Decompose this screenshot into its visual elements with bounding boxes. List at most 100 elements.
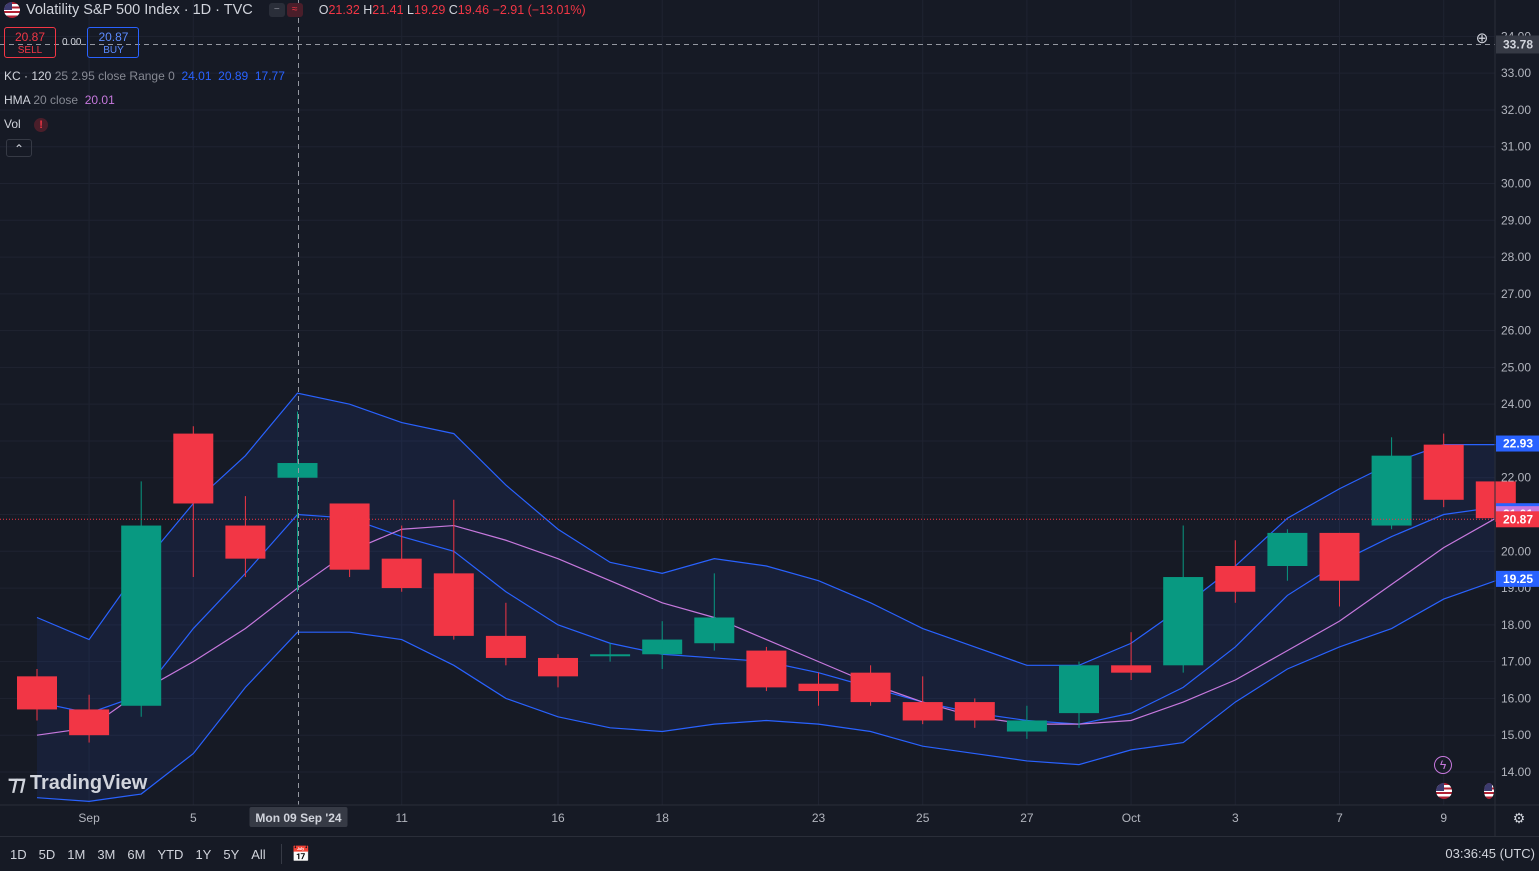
toolbar-divider [280, 844, 282, 864]
price-tick-label: 31.00 [1501, 140, 1531, 154]
candle-body[interactable] [433, 573, 474, 636]
range-all[interactable]: All [251, 846, 266, 862]
hma-params: 20 close [33, 93, 79, 107]
time-tick-label: 5 [190, 811, 197, 825]
candle-body[interactable] [1111, 665, 1152, 673]
candle-body[interactable] [1319, 532, 1360, 581]
vol-name: Vol [4, 117, 21, 131]
axis-badge-bg [1496, 511, 1539, 528]
kc-middle-value: 20.89 [218, 69, 249, 83]
bottom-toolbar: 1D 5D 1M 3M 6M YTD 1Y 5Y All 📅 03:36:45 (UTC) [0, 836, 1539, 871]
indicator-hma[interactable]: HMA 20 close 20.01 [4, 93, 115, 107]
legend-toggle[interactable]: − ≈ [268, 3, 303, 17]
time-tick-label: 11 [395, 811, 408, 825]
axis-badge-bg [1496, 570, 1539, 587]
candle-body[interactable] [746, 650, 787, 688]
axis-badge-label: 20.87 [1503, 512, 1533, 526]
candle-body[interactable] [902, 702, 943, 721]
us-flag-event-icon[interactable] [1434, 781, 1454, 801]
candle-body[interactable] [1371, 455, 1412, 526]
candle-body[interactable] [1006, 720, 1047, 732]
add-alert-plus-icon[interactable]: ⊕ [1475, 30, 1489, 47]
minus-icon[interactable]: − [268, 3, 285, 17]
candle-body[interactable] [850, 672, 891, 703]
kc-params: 25 2.95 close Range 0 [54, 69, 175, 83]
candle-body[interactable] [1267, 532, 1308, 567]
candle-body[interactable] [1059, 665, 1099, 714]
us-flag-event-icon-2[interactable] [1484, 781, 1494, 801]
symbol-title[interactable]: Volatility S&P 500 Index · 1D · TVC [26, 2, 253, 18]
tradingview-logo[interactable]: ⁊⁊ TradingView [8, 771, 147, 796]
collapse-legend-button[interactable]: ⌃ [6, 139, 32, 157]
buy-label: BUY [103, 45, 124, 56]
candle-body[interactable] [17, 676, 57, 710]
ohlc-value-c: 19.46 [457, 3, 490, 17]
kc-upper-line [36, 392, 1496, 666]
candle-body[interactable] [642, 639, 683, 655]
candle-body[interactable] [798, 683, 839, 692]
utc-clock[interactable]: 03:36:45 (UTC) [1445, 846, 1535, 861]
price-tick-label: 18.00 [1501, 618, 1531, 632]
time-tick-label: Sep [78, 811, 100, 825]
hma-name: HMA [4, 93, 31, 107]
candle-body[interactable] [485, 635, 526, 658]
range-1y[interactable]: 1Y [195, 846, 212, 862]
range-1m[interactable]: 1M [67, 846, 86, 862]
range-5y[interactable]: 5Y [223, 846, 240, 862]
time-tick-label: 23 [812, 811, 826, 825]
candle-body[interactable] [173, 433, 214, 504]
candle-body[interactable] [538, 657, 578, 677]
range-6m[interactable]: 6M [127, 846, 146, 862]
sell-price: 20.87 [14, 30, 46, 44]
candle-body[interactable] [329, 503, 370, 570]
kc-lower-line [36, 580, 1496, 802]
kc-lower-value: 17.77 [254, 69, 285, 83]
crosshair-price-label: 33.78 [1503, 37, 1533, 51]
price-tick-label: 15.00 [1501, 728, 1531, 742]
tradingview-mark-icon: ⁊⁊ [8, 773, 26, 795]
price-chart[interactable]: 14.0015.0016.0017.0018.0019.0020.0021.00… [0, 0, 1539, 836]
range-ytd[interactable]: YTD [157, 846, 184, 862]
buy-button[interactable]: 20.87 BUY [87, 27, 140, 58]
indicator-vol[interactable]: Vol ! [4, 117, 49, 132]
candle-body[interactable] [1215, 566, 1256, 592]
candle-body[interactable] [381, 558, 422, 589]
price-tick-label: 14.00 [1501, 765, 1531, 779]
time-tick-label: 25 [916, 811, 930, 825]
candle-body[interactable] [954, 702, 995, 721]
trade-box: 20.87 SELL 0.00 20.87 BUY [4, 27, 140, 58]
range-3m[interactable]: 3M [97, 846, 116, 862]
axis-badge-label: 22.93 [1503, 437, 1533, 451]
chart-background [0, 0, 1539, 836]
ohlc-value-o: 21.32 [328, 3, 360, 17]
hma-line [36, 517, 1497, 736]
settings-gear-icon[interactable]: ⚙ [1512, 809, 1526, 826]
price-tick-label: 32.00 [1501, 103, 1531, 117]
time-tick-label: 27 [1020, 811, 1034, 825]
axis-badge-label: 19.25 [1503, 572, 1533, 586]
candle-body[interactable] [694, 617, 735, 644]
time-tick-label: Oct [1122, 811, 1141, 825]
candle-body[interactable] [225, 525, 266, 559]
candle-body[interactable] [277, 463, 318, 478]
lightning-icon[interactable]: ϟ [1434, 756, 1452, 774]
range-1d[interactable]: 1D [10, 846, 27, 862]
sell-button[interactable]: 20.87 SELL [4, 27, 56, 58]
candle-body[interactable] [590, 654, 631, 657]
indicator-kc[interactable]: KC · 120 25 2.95 close Range 0 24.01 20.… [4, 69, 285, 83]
range-5d[interactable]: 5D [38, 846, 56, 862]
logo-text: TradingView [29, 772, 148, 794]
crosshair-date-label: Mon 09 Sep '24 [255, 811, 342, 825]
time-tick-label: 18 [656, 811, 670, 825]
us-flag-icon [4, 2, 20, 18]
wave-icon[interactable]: ≈ [286, 3, 303, 17]
ohlc-value-h: 21.41 [372, 3, 404, 17]
candle-body[interactable] [69, 709, 110, 736]
candle-body[interactable] [1423, 444, 1464, 500]
kc-band-fill [37, 393, 1496, 802]
price-tick-label: 28.00 [1501, 250, 1531, 264]
warning-icon[interactable]: ! [34, 118, 49, 132]
candle-body[interactable] [121, 525, 162, 706]
calendar-goto-icon[interactable]: 📅 [291, 846, 311, 863]
candle-body[interactable] [1163, 577, 1204, 666]
